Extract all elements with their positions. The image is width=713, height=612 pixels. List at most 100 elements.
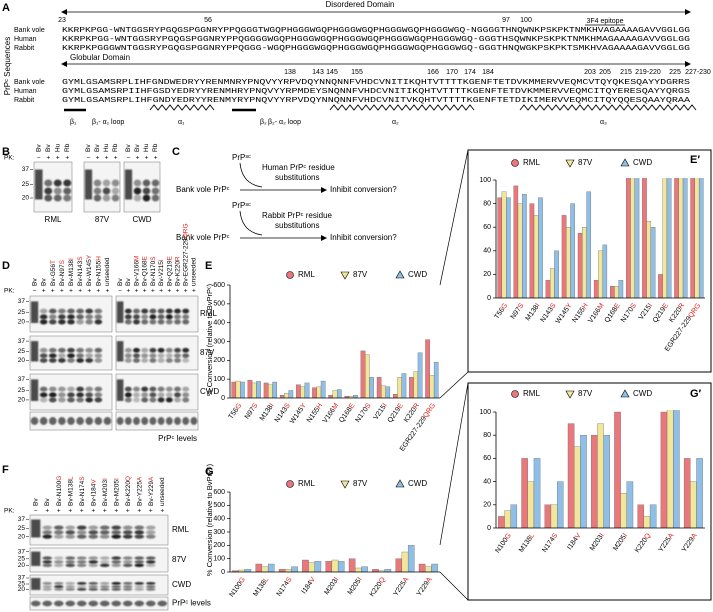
band [122, 560, 133, 564]
label-part: I [647, 302, 654, 308]
band [53, 194, 62, 202]
band [94, 397, 103, 403]
band [65, 560, 76, 564]
band [111, 194, 120, 202]
legend-symbol [511, 159, 519, 167]
blot [115, 373, 199, 411]
band [157, 358, 165, 363]
bar [397, 377, 402, 398]
band [76, 556, 87, 560]
band [44, 179, 53, 187]
blot [29, 335, 113, 371]
lane-label: Bv [45, 144, 52, 152]
band [76, 397, 84, 403]
x-tick-label: V215I [372, 402, 388, 421]
blot [29, 295, 113, 333]
band [30, 417, 39, 425]
band [63, 187, 72, 195]
band [58, 397, 66, 403]
residue-number: 56 [204, 17, 212, 24]
label-part: Bv-V215 [158, 261, 165, 286]
label-part: Bv-G56 [49, 264, 56, 286]
sequence: KKRPKPGG-WNTGGSRYPGQGSPGGNRYPPQGGGTWGQPH… [62, 27, 691, 35]
sequence: KKRPKPGG-WNTGGSRYPGQGSPGGNRYPPQGGGGWGQPH… [62, 36, 691, 44]
lane-label: Bv-V166M [133, 256, 140, 286]
band [48, 392, 57, 398]
band [88, 560, 99, 564]
band [42, 588, 53, 591]
band [157, 600, 168, 607]
band [53, 534, 64, 539]
label-part: L [528, 532, 536, 539]
band [39, 392, 48, 398]
label-part: S [77, 256, 84, 261]
band [133, 314, 140, 320]
band [182, 314, 190, 320]
label-part: Bv-M138 [68, 260, 75, 286]
mw-marker: 20 [18, 397, 26, 404]
band [67, 386, 75, 392]
pk-sign: + [159, 288, 163, 295]
band [99, 600, 110, 607]
bar [418, 563, 426, 572]
band [76, 347, 84, 353]
helix [329, 104, 475, 111]
band [134, 585, 145, 588]
lane-label: Bv-Y225A [136, 476, 143, 506]
band [165, 392, 173, 398]
x-tick-label: M203I [589, 532, 606, 552]
lane-label: Bv [85, 144, 92, 152]
pk-label: PK: [4, 508, 15, 515]
scheme-substitution: substitutions [275, 173, 319, 182]
band [182, 308, 190, 314]
band [145, 534, 156, 539]
label-part: I [333, 576, 340, 582]
band [141, 319, 149, 325]
y-tick-label: 300 [213, 338, 225, 345]
band [165, 319, 173, 325]
band [31, 519, 41, 538]
band [174, 397, 181, 403]
band [111, 600, 122, 607]
bar [288, 390, 294, 398]
blot [29, 373, 113, 411]
species-name: Human [14, 36, 37, 43]
bars [498, 410, 703, 528]
pk-sign: + [137, 508, 141, 515]
band [53, 582, 64, 585]
band [94, 308, 103, 314]
x-tick-label: W145Y [555, 302, 574, 325]
lane-label: Bv [117, 278, 124, 286]
band [42, 530, 53, 535]
scheme-agent: PrPˢᶜ [232, 153, 251, 162]
lane-label: Bv-M203I [101, 478, 108, 506]
bar [401, 373, 407, 398]
band [67, 347, 75, 353]
bar [296, 384, 301, 398]
bar [314, 561, 322, 572]
panel-label: G [205, 466, 214, 478]
band [65, 563, 76, 567]
mw-marker: 25 [18, 556, 26, 563]
label-part: I [382, 402, 389, 408]
band [174, 353, 181, 359]
structure-label: α₃ [600, 119, 607, 126]
label-part: T [49, 260, 56, 264]
band [141, 386, 149, 392]
band [165, 386, 173, 392]
band [93, 194, 102, 202]
residue-number: 203 [584, 69, 596, 76]
bar [497, 197, 503, 298]
lane-label: Rb [112, 143, 119, 152]
label-part: E [662, 302, 671, 310]
y-tick-label: 400 [213, 320, 225, 327]
band [85, 417, 94, 425]
band [165, 358, 173, 363]
band [42, 534, 53, 539]
band [124, 397, 132, 403]
band [30, 301, 39, 323]
x-tick-label: Q219E [652, 302, 670, 324]
x-tick-label: M205I [612, 532, 629, 552]
pk-sign: − [33, 288, 37, 295]
label-part: QRG [687, 302, 702, 319]
